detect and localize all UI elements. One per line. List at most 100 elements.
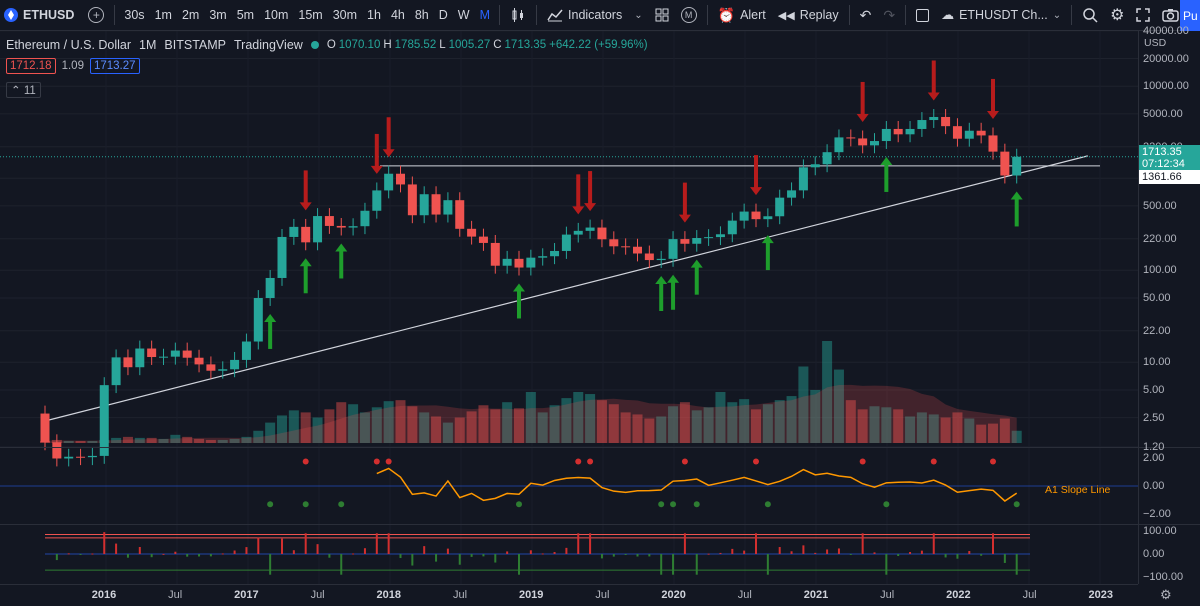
volume-bar bbox=[573, 392, 584, 443]
hist-bar bbox=[387, 533, 390, 554]
price-axis[interactable]: 40000.0020000.0010000.005000.002200.0010… bbox=[1138, 25, 1200, 584]
sell-arrow-head bbox=[750, 187, 762, 196]
interval-4h[interactable]: 4h bbox=[390, 8, 405, 22]
hist-bar bbox=[1003, 554, 1006, 563]
time-tick-year: 2020 bbox=[661, 589, 686, 601]
interval-1m[interactable]: 1m bbox=[154, 8, 172, 22]
candle-body bbox=[964, 130, 974, 139]
volume-bar bbox=[217, 439, 228, 443]
volume-bar bbox=[300, 412, 311, 443]
volume-bar bbox=[87, 440, 98, 443]
price-tick-label: 50.00 bbox=[1143, 291, 1171, 304]
chevron-down-icon: ⌄ bbox=[634, 9, 643, 21]
candle-body bbox=[241, 341, 251, 360]
candle-body bbox=[585, 227, 595, 231]
time-tick-year: 2018 bbox=[376, 589, 402, 601]
time-tick-month: Jul bbox=[452, 589, 468, 601]
alert-button[interactable]: ⏰ Alert bbox=[712, 0, 772, 31]
hist-bar bbox=[435, 554, 438, 562]
interval-M[interactable]: M bbox=[479, 8, 491, 22]
volume-bar bbox=[265, 422, 276, 443]
snapshot-button[interactable] bbox=[1156, 0, 1185, 31]
candle-body bbox=[502, 258, 512, 266]
scripts-button[interactable]: M bbox=[675, 0, 703, 31]
volume-bar bbox=[632, 414, 643, 443]
publish-button[interactable]: Pu bbox=[1180, 0, 1200, 31]
volume-bar bbox=[845, 400, 856, 443]
chart-canvas[interactable] bbox=[0, 31, 1138, 584]
interval-3m[interactable]: 3m bbox=[209, 8, 227, 22]
hist-bar bbox=[150, 554, 153, 558]
buy-arrow-head bbox=[299, 258, 312, 267]
compare-symbol-button[interactable]: + bbox=[82, 0, 110, 31]
hist-bar bbox=[612, 554, 615, 557]
hist-bar bbox=[766, 554, 769, 575]
candle-body bbox=[194, 357, 204, 365]
high-value: 1785.52 bbox=[394, 39, 437, 51]
settings-button[interactable]: ⚙ bbox=[1104, 0, 1130, 31]
interval-2m[interactable]: 2m bbox=[181, 8, 200, 22]
undo-button[interactable]: ↶ bbox=[854, 0, 878, 31]
interval-5m[interactable]: 5m bbox=[236, 8, 255, 22]
volume-bar bbox=[442, 422, 453, 443]
layout-menu-button[interactable]: ☁ ETHUSDT Ch... ⌄ bbox=[935, 0, 1067, 31]
hist-bar bbox=[304, 533, 307, 554]
pane-divider[interactable] bbox=[0, 524, 1200, 525]
indicators-collapse-toggle[interactable]: ⌃ 11 bbox=[6, 82, 41, 98]
sell-price-button[interactable]: 1712.18 bbox=[6, 58, 56, 74]
market-status-icon bbox=[310, 41, 319, 49]
hist-bar bbox=[375, 533, 378, 554]
buy-dot bbox=[1013, 501, 1020, 508]
hist-bar bbox=[529, 550, 532, 554]
candle-body bbox=[289, 226, 299, 237]
sell-dot bbox=[373, 458, 380, 465]
currency-label[interactable]: USD bbox=[1144, 37, 1167, 49]
hist-bar bbox=[826, 549, 829, 554]
toolbar-divider bbox=[706, 5, 708, 25]
interval-D[interactable]: D bbox=[438, 8, 448, 22]
instrument-title[interactable]: Ethereum / U.S. Dollar bbox=[6, 38, 132, 52]
symbol-search-button[interactable]: ETHUSD bbox=[0, 0, 82, 31]
indicators-button[interactable]: Indicators bbox=[541, 0, 628, 31]
legend-source: TradingView bbox=[234, 38, 303, 52]
hist-bar bbox=[1015, 554, 1018, 575]
buy-arrow-head bbox=[335, 243, 348, 252]
templates-button[interactable] bbox=[649, 0, 675, 31]
time-axis[interactable]: 2016 Jul 2017 Jul 2018 Jul 2019 Jul 2020 Jul 2021 J… bbox=[0, 584, 1138, 606]
hist-bar bbox=[553, 552, 556, 554]
candle-body bbox=[218, 369, 228, 371]
hist-bar bbox=[565, 547, 568, 554]
hist-bar bbox=[518, 554, 520, 575]
interval-30s[interactable]: 30s bbox=[124, 8, 145, 22]
buy-arrow-head bbox=[690, 259, 703, 268]
toolbar-divider bbox=[499, 5, 501, 25]
buy-dot bbox=[658, 501, 665, 508]
fullscreen-toggle[interactable] bbox=[910, 0, 935, 31]
volume-bar bbox=[525, 392, 536, 443]
redo-button[interactable]: ↷ bbox=[877, 0, 901, 31]
pane-divider[interactable] bbox=[0, 447, 1200, 448]
hist-bar bbox=[458, 554, 461, 565]
axis-settings-button[interactable]: ⚙ bbox=[1160, 587, 1172, 603]
volume-bar bbox=[431, 416, 442, 443]
interval-15m[interactable]: 15m bbox=[298, 8, 323, 22]
volume-bar bbox=[822, 341, 833, 443]
candle-body bbox=[443, 200, 453, 215]
bar-countdown: 07:12:34 bbox=[1142, 157, 1185, 170]
indicators-favorites-button[interactable]: ⌄ bbox=[628, 0, 648, 31]
buy-price-button[interactable]: 1713.27 bbox=[89, 58, 140, 74]
interval-30m[interactable]: 30m bbox=[332, 8, 358, 22]
interval-1h[interactable]: 1h bbox=[367, 8, 381, 22]
interval-8h[interactable]: 8h bbox=[414, 8, 429, 22]
oscillator-tick-label: 0.00 bbox=[1143, 480, 1165, 492]
fullscreen-button[interactable] bbox=[1130, 0, 1156, 31]
candle-body bbox=[810, 164, 820, 168]
hist-bar bbox=[755, 533, 757, 554]
interval-10m[interactable]: 10m bbox=[264, 8, 289, 22]
hist-bar bbox=[790, 551, 793, 554]
replay-button[interactable]: ◀◀ Replay bbox=[772, 0, 845, 31]
candle-body bbox=[834, 137, 844, 153]
interval-W[interactable]: W bbox=[457, 8, 470, 22]
search-button[interactable] bbox=[1076, 0, 1104, 31]
chart-type-button[interactable] bbox=[504, 0, 532, 31]
